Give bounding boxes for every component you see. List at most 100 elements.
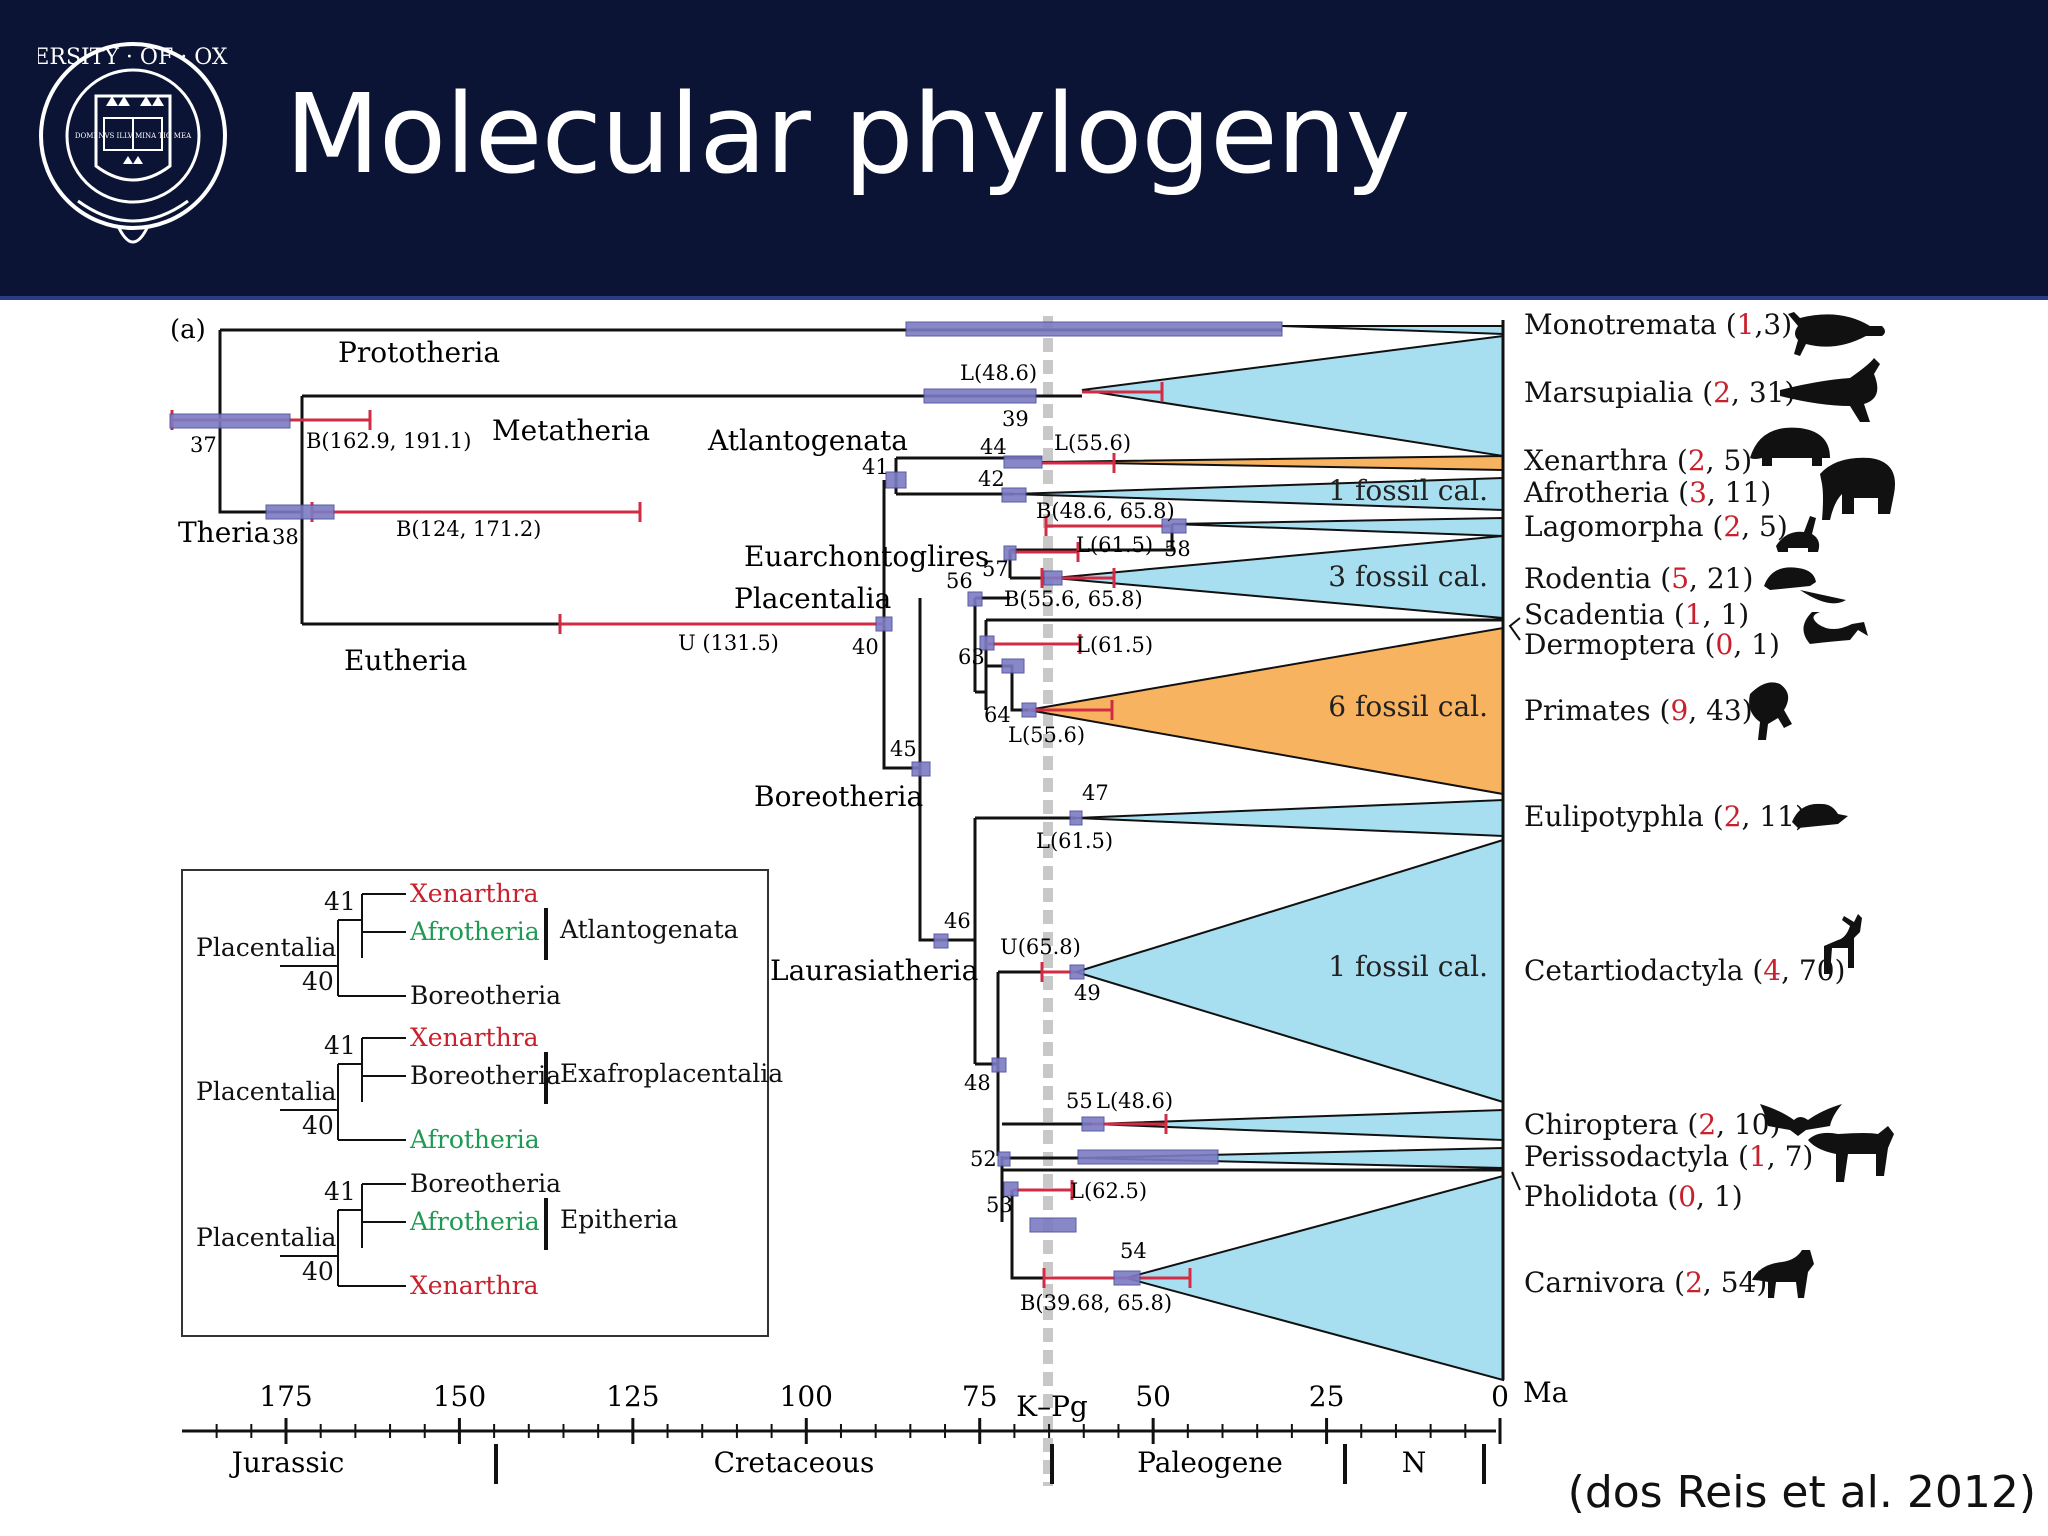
cal-44: L(55.6)	[1054, 431, 1131, 455]
bat-icon	[1760, 1104, 1842, 1136]
label-euarchontoglires: Euarchontoglires	[744, 540, 989, 573]
taxon-sep: ,	[1688, 694, 1706, 727]
panel-b-group-epitheria: Placentalia 41 40 Boreotheria Afrotheria Xena…	[196, 1169, 678, 1300]
panel-b-node-41: 41	[324, 1031, 356, 1060]
taxon-sep: ,	[1741, 510, 1759, 543]
node-53: 53	[986, 1193, 1013, 1217]
calibration-error-bars	[170, 382, 1192, 1288]
taxon-a: 1	[1749, 1140, 1767, 1173]
logo-text: UNIVERSITY · OF · OXFORD	[38, 45, 228, 70]
taxon-sep: ,	[1689, 562, 1707, 595]
cal-56: B(55.6, 65.8)	[1004, 587, 1143, 611]
citation: (dos Reis et al. 2012)	[1567, 1467, 2036, 1518]
panel-b-node-40: 40	[302, 1257, 334, 1286]
period-paleogene: Paleogene	[1137, 1446, 1283, 1479]
time-axis: 175 150 125 100 75 50 25 0 Ma K–Pg Jurassic Cre…	[182, 1376, 1568, 1484]
monkey-icon	[1749, 682, 1792, 740]
taxon-b: 3	[1763, 308, 1781, 341]
fossil-cal-cetartiodactyla: 1 fossil cal.	[1328, 950, 1488, 983]
treeshrew-icon	[1803, 612, 1868, 644]
period-jurassic: Jurassic	[229, 1446, 345, 1479]
panel-b-taxon: Afrotheria	[409, 917, 540, 946]
taxon-a: 1	[1685, 598, 1703, 631]
horse-icon	[1808, 1126, 1894, 1182]
taxon-name: Marsupialia	[1524, 376, 1702, 409]
cal-63: L(61.5)	[1076, 633, 1153, 657]
node-44: 44	[980, 435, 1007, 459]
cal-40: U (131.5)	[678, 631, 779, 655]
axis-tick-label: 50	[1135, 1380, 1171, 1413]
cal-58: B(48.6, 65.8)	[1036, 499, 1175, 523]
cal-53: L(62.5)	[1070, 1179, 1147, 1203]
taxon-sep: ,	[1703, 598, 1721, 631]
panel-b-taxon: Boreotheria	[410, 1061, 561, 1090]
taxon-open: (	[1713, 800, 1724, 833]
panel-b-group-name: Exafroplacentalia	[560, 1059, 783, 1088]
panel-b-group-exafroplacentalia: Placentalia 41 40 Xenarthra Boreotheria Afrot…	[196, 1023, 783, 1154]
taxon-close: )	[1777, 510, 1788, 543]
fossil-cal-rodentia: 3 fossil cal.	[1328, 560, 1488, 593]
node-52: 52	[970, 1147, 997, 1171]
clade-eulipotyphla	[1075, 798, 1504, 838]
panel-b-branches	[280, 1037, 406, 1141]
animal-silhouettes	[1749, 312, 1895, 1298]
cal-38: B(124, 171.2)	[396, 517, 541, 541]
cal-54: B(39.68, 65.8)	[1020, 1291, 1172, 1315]
panel-b-root: Placentalia	[196, 933, 337, 962]
taxon-open: (	[1678, 476, 1689, 509]
taxon-b: 5	[1759, 510, 1777, 543]
fossil-cal-primates: 6 fossil cal.	[1328, 690, 1488, 723]
taxon-name: Chiroptera	[1524, 1108, 1687, 1141]
taxon-a: 0	[1715, 628, 1733, 661]
taxon-chiroptera: Chiroptera (2, 10)	[1524, 1108, 1781, 1141]
taxon-b: 1	[1751, 628, 1769, 661]
taxon-a: 4	[1763, 954, 1781, 987]
panel-b-taxon: Boreotheria	[410, 1169, 561, 1198]
taxon-a: 2	[1724, 800, 1742, 833]
panel-a-label: (a)	[170, 315, 206, 345]
taxon-open: (	[1726, 308, 1737, 341]
taxon-a: 9	[1670, 694, 1688, 727]
taxon-b: 11	[1725, 476, 1761, 509]
taxon-close: )	[1769, 628, 1780, 661]
label-placentalia: Placentalia	[734, 582, 891, 615]
axis-tick-label: 100	[780, 1380, 833, 1413]
taxon-open: (	[1705, 628, 1716, 661]
panel-b-node-40: 40	[302, 967, 334, 996]
taxon-close: )	[1742, 694, 1753, 727]
node-38: 38	[272, 525, 299, 549]
calibration-labels: B(162.9, 191.1) B(124, 171.2) L(48.6) U …	[306, 361, 1175, 1315]
taxon-pholidota: Pholidota (0, 1)	[1524, 1180, 1743, 1213]
cal-49: U(65.8)	[1000, 935, 1081, 959]
clade-lagomorpha	[1171, 516, 1504, 538]
panel-b-taxon: Xenarthra	[410, 1023, 539, 1052]
slide-header: UNIVERSITY · OF · OXFORD DOMI NVS ILLV M…	[0, 0, 2048, 300]
taxon-open: (	[1660, 694, 1671, 727]
clade-triangles	[1013, 325, 1504, 1382]
label-metatheria: Metatheria	[492, 414, 650, 447]
node-63: 63	[958, 645, 985, 669]
period-dividers	[494, 1444, 1486, 1484]
taxon-sep: ,	[1707, 476, 1725, 509]
node-56: 56	[946, 569, 973, 593]
taxon-name: Lagomorpha	[1524, 510, 1712, 543]
taxon-name: Carnivora	[1524, 1266, 1674, 1299]
taxon-close: )	[1835, 954, 1846, 987]
axis-tick-label: 25	[1309, 1380, 1345, 1413]
taxon-name: Monotremata	[1524, 308, 1726, 341]
axis-tick-label: 75	[962, 1380, 998, 1413]
scadentia-bracket	[1508, 617, 1521, 641]
node-numbers: 37 38 39 40 41 42 44 45 46 47 48 49 52 5…	[190, 407, 1191, 1263]
node-54: 54	[1120, 1239, 1147, 1263]
node-37: 37	[190, 433, 217, 457]
period-cretaceous: Cretaceous	[714, 1446, 875, 1479]
taxon-close: )	[1781, 308, 1792, 341]
panel-b-group-name: Atlantogenata	[559, 915, 739, 944]
panel-b-node-41: 41	[324, 887, 356, 916]
clade-marsupialia	[1081, 334, 1504, 458]
kpg-label: K–Pg	[1016, 1390, 1088, 1423]
fossil-cal-labels: 1 fossil cal. 3 fossil cal. 6 fossil cal…	[1328, 474, 1488, 983]
taxon-a: 2	[1685, 1266, 1703, 1299]
axis-tick-label: 125	[606, 1380, 659, 1413]
